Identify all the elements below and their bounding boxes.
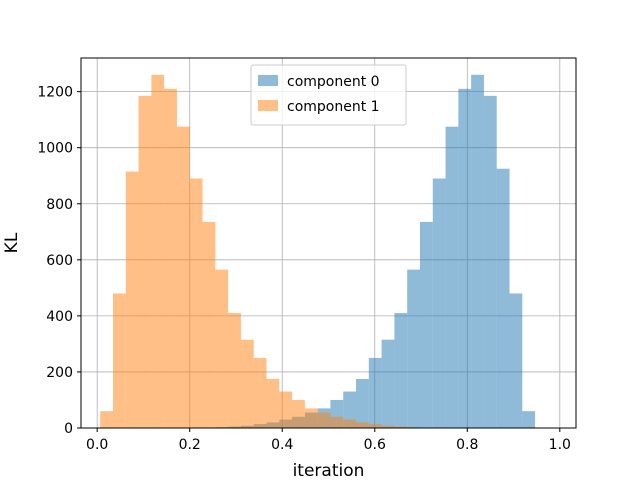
legend-swatch-component-1 bbox=[258, 100, 278, 111]
legend-label-component-0: component 0 bbox=[287, 74, 380, 90]
histogram-bar-component-1 bbox=[112, 293, 126, 428]
legend-label-component-1: component 1 bbox=[287, 99, 380, 115]
histogram-bar-component-1 bbox=[292, 399, 305, 428]
histogram-bar-component-1 bbox=[151, 74, 165, 429]
histogram-bar-component-1 bbox=[304, 408, 318, 428]
x-tick-label: 0.6 bbox=[364, 437, 386, 453]
y-tick-label: 600 bbox=[46, 253, 73, 269]
histogram-bar-component-1 bbox=[368, 424, 382, 428]
histogram-bar-component-1 bbox=[356, 422, 369, 428]
histogram-bar-component-0 bbox=[522, 411, 536, 428]
x-tick-label: 0.0 bbox=[86, 437, 108, 453]
histogram-bar-component-1 bbox=[266, 378, 280, 428]
y-tick-label: 800 bbox=[46, 197, 73, 213]
histogram-bar-component-1 bbox=[240, 339, 254, 428]
axis-ticks: 0.0 0.2 0.4 0.6 0.8 1.0 0 200 400 600 800 1000 1200 bbox=[37, 85, 571, 453]
histogram-bar-component-1 bbox=[228, 313, 241, 428]
histogram-bar-component-1 bbox=[381, 425, 395, 428]
histogram-bar-component-0 bbox=[356, 378, 369, 428]
x-tick-label: 0.2 bbox=[179, 437, 201, 453]
legend-swatch-component-0 bbox=[258, 75, 278, 86]
histogram-bar-component-0 bbox=[407, 269, 420, 428]
histogram-bar-component-0 bbox=[419, 221, 433, 428]
histogram-bar-component-0 bbox=[343, 391, 357, 428]
histogram-bar-component-1 bbox=[125, 171, 139, 429]
x-axis-label: iteration bbox=[293, 461, 365, 480]
x-tick-label: 0.4 bbox=[271, 437, 293, 453]
histogram-bar-component-1 bbox=[164, 88, 177, 428]
y-tick-label: 1200 bbox=[37, 85, 73, 101]
x-tick-label: 1.0 bbox=[549, 437, 571, 453]
histogram-bar-component-1 bbox=[279, 391, 293, 428]
histogram-bar-component-1 bbox=[330, 416, 344, 428]
y-tick-label: 0 bbox=[64, 421, 73, 437]
y-axis-label: KL bbox=[2, 232, 22, 253]
histogram-bar-component-1 bbox=[176, 126, 190, 428]
y-tick-label: 1000 bbox=[37, 141, 73, 157]
histogram-bar-component-1 bbox=[138, 95, 152, 428]
y-tick-label: 400 bbox=[46, 309, 73, 325]
histogram-bar-component-1 bbox=[215, 269, 229, 428]
histogram-bar-component-0 bbox=[471, 74, 484, 429]
histogram-bar-component-0 bbox=[381, 339, 395, 428]
histogram-bar-component-1 bbox=[202, 221, 216, 428]
x-tick-label: 0.8 bbox=[456, 437, 478, 453]
histogram-bar-component-0 bbox=[432, 178, 446, 428]
legend-box bbox=[250, 64, 407, 126]
plot-frame bbox=[80, 57, 577, 429]
legend: component 0 component 1 bbox=[250, 64, 407, 126]
histogram-bar-component-0 bbox=[483, 95, 497, 428]
histogram-bars bbox=[100, 74, 536, 429]
histogram-bar-component-0 bbox=[496, 168, 510, 428]
histogram-bar-component-1 bbox=[100, 411, 113, 428]
histogram-bar-component-1 bbox=[394, 426, 408, 428]
histogram-bar-component-0 bbox=[445, 126, 459, 428]
y-tick-label: 200 bbox=[46, 365, 73, 381]
histogram-bar-component-1 bbox=[253, 357, 267, 428]
histogram-bar-component-1 bbox=[189, 178, 203, 428]
histogram-bar-component-1 bbox=[317, 412, 331, 428]
histogram-bar-component-0 bbox=[509, 293, 523, 428]
histogram-bar-component-1 bbox=[343, 419, 357, 428]
histogram-bar-component-0 bbox=[394, 313, 408, 428]
histogram-bar-component-0 bbox=[458, 88, 472, 428]
histogram-bar-component-0 bbox=[368, 357, 382, 428]
